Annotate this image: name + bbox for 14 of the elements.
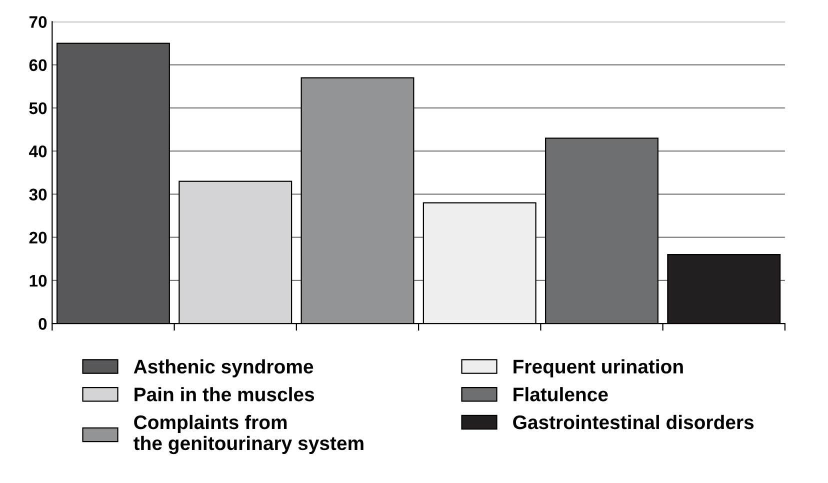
legend-label: Flatulence bbox=[514, 387, 608, 402]
y-tick-label: 50 bbox=[29, 102, 47, 114]
y-tick-label: 20 bbox=[29, 232, 47, 244]
y-tick-label: 30 bbox=[29, 188, 47, 200]
legend-label: Frequent urination bbox=[514, 359, 683, 378]
y-tick-label: 60 bbox=[29, 59, 47, 72]
legend-label: Asthenic syndrome bbox=[134, 359, 314, 378]
legend-label: Complaints from the genitourinary system bbox=[134, 414, 364, 454]
y-tick-label: 10 bbox=[30, 274, 47, 287]
legend-label: Gastrointestinal disorders bbox=[513, 414, 754, 430]
y-tick-label: 0 bbox=[38, 318, 47, 330]
legend-label: Pain in the muscles bbox=[134, 387, 314, 402]
y-tick-label: 70 bbox=[29, 16, 47, 28]
y-tick-label: 40 bbox=[29, 146, 47, 158]
